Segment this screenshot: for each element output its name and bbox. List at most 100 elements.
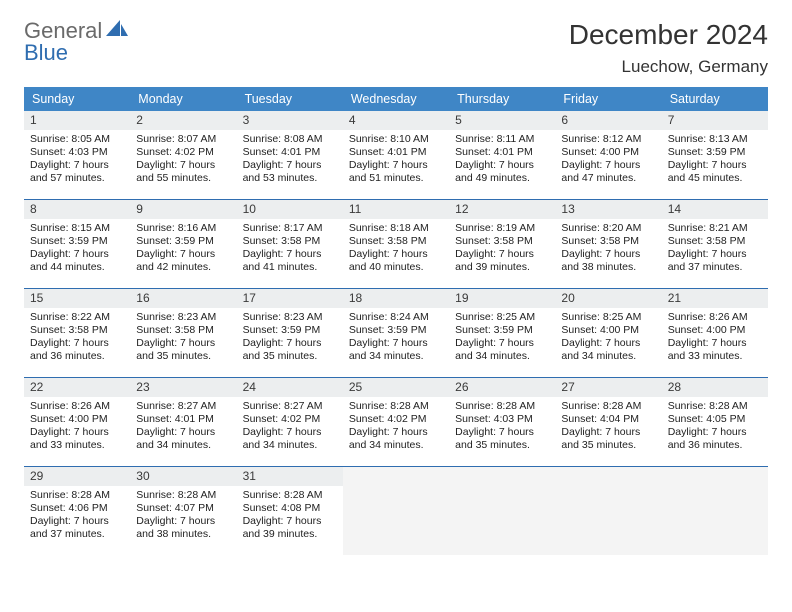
dow-header-row: SundayMondayTuesdayWednesdayThursdayFrid…: [24, 87, 768, 111]
day-number: 18: [343, 289, 449, 308]
day-number: 16: [130, 289, 236, 308]
sunset-line: Sunset: 3:58 PM: [455, 235, 549, 248]
day-number: 23: [130, 378, 236, 397]
logo-word2: Blue: [24, 40, 68, 65]
day-number: 6: [555, 111, 661, 130]
empty-cell: [449, 467, 555, 555]
day-cell-13: 13Sunrise: 8:20 AMSunset: 3:58 PMDayligh…: [555, 200, 661, 288]
sunrise-line: Sunrise: 8:28 AM: [243, 489, 337, 502]
day-number: 15: [24, 289, 130, 308]
sunset-line: Sunset: 3:58 PM: [30, 324, 124, 337]
dow-tuesday: Tuesday: [237, 87, 343, 111]
sunset-line: Sunset: 3:58 PM: [668, 235, 762, 248]
day-number: 1: [24, 111, 130, 130]
daylight-line: Daylight: 7 hours and 42 minutes.: [136, 248, 230, 274]
day-cell-31: 31Sunrise: 8:28 AMSunset: 4:08 PMDayligh…: [237, 467, 343, 555]
week-row: 8Sunrise: 8:15 AMSunset: 3:59 PMDaylight…: [24, 200, 768, 289]
daylight-line: Daylight: 7 hours and 34 minutes.: [561, 337, 655, 363]
day-number: 29: [24, 467, 130, 486]
sunrise-line: Sunrise: 8:16 AM: [136, 222, 230, 235]
daylight-line: Daylight: 7 hours and 36 minutes.: [668, 426, 762, 452]
day-number: 17: [237, 289, 343, 308]
sunset-line: Sunset: 4:00 PM: [561, 324, 655, 337]
daylight-line: Daylight: 7 hours and 51 minutes.: [349, 159, 443, 185]
sunset-line: Sunset: 3:59 PM: [455, 324, 549, 337]
dow-thursday: Thursday: [449, 87, 555, 111]
day-cell-29: 29Sunrise: 8:28 AMSunset: 4:06 PMDayligh…: [24, 467, 130, 555]
daylight-line: Daylight: 7 hours and 39 minutes.: [455, 248, 549, 274]
week-row: 29Sunrise: 8:28 AMSunset: 4:06 PMDayligh…: [24, 467, 768, 555]
sunrise-line: Sunrise: 8:15 AM: [30, 222, 124, 235]
sunrise-line: Sunrise: 8:24 AM: [349, 311, 443, 324]
day-number: 24: [237, 378, 343, 397]
daylight-line: Daylight: 7 hours and 57 minutes.: [30, 159, 124, 185]
day-cell-9: 9Sunrise: 8:16 AMSunset: 3:59 PMDaylight…: [130, 200, 236, 288]
day-cell-2: 2Sunrise: 8:07 AMSunset: 4:02 PMDaylight…: [130, 111, 236, 199]
sunset-line: Sunset: 4:01 PM: [349, 146, 443, 159]
day-number: 28: [662, 378, 768, 397]
sunrise-line: Sunrise: 8:28 AM: [561, 400, 655, 413]
sunset-line: Sunset: 3:58 PM: [243, 235, 337, 248]
daylight-line: Daylight: 7 hours and 34 minutes.: [136, 426, 230, 452]
sunset-line: Sunset: 4:02 PM: [349, 413, 443, 426]
day-number: 9: [130, 200, 236, 219]
day-number: 12: [449, 200, 555, 219]
day-number: 31: [237, 467, 343, 486]
calendar-page: General Blue December 2024 Luechow, Germ…: [0, 0, 792, 612]
daylight-line: Daylight: 7 hours and 33 minutes.: [668, 337, 762, 363]
logo-text: General Blue: [24, 20, 102, 64]
daylight-line: Daylight: 7 hours and 33 minutes.: [30, 426, 124, 452]
sunset-line: Sunset: 3:58 PM: [136, 324, 230, 337]
day-cell-19: 19Sunrise: 8:25 AMSunset: 3:59 PMDayligh…: [449, 289, 555, 377]
day-cell-22: 22Sunrise: 8:26 AMSunset: 4:00 PMDayligh…: [24, 378, 130, 466]
day-number: 5: [449, 111, 555, 130]
sunrise-line: Sunrise: 8:28 AM: [668, 400, 762, 413]
day-cell-5: 5Sunrise: 8:11 AMSunset: 4:01 PMDaylight…: [449, 111, 555, 199]
day-number: 11: [343, 200, 449, 219]
sunrise-line: Sunrise: 8:18 AM: [349, 222, 443, 235]
daylight-line: Daylight: 7 hours and 53 minutes.: [243, 159, 337, 185]
day-number: 25: [343, 378, 449, 397]
sunrise-line: Sunrise: 8:21 AM: [668, 222, 762, 235]
month-title: December 2024: [569, 20, 768, 51]
dow-monday: Monday: [130, 87, 236, 111]
day-cell-17: 17Sunrise: 8:23 AMSunset: 3:59 PMDayligh…: [237, 289, 343, 377]
dow-friday: Friday: [555, 87, 661, 111]
sunrise-line: Sunrise: 8:23 AM: [243, 311, 337, 324]
sunrise-line: Sunrise: 8:20 AM: [561, 222, 655, 235]
sunset-line: Sunset: 4:05 PM: [668, 413, 762, 426]
daylight-line: Daylight: 7 hours and 41 minutes.: [243, 248, 337, 274]
sunset-line: Sunset: 3:59 PM: [349, 324, 443, 337]
dow-wednesday: Wednesday: [343, 87, 449, 111]
daylight-line: Daylight: 7 hours and 36 minutes.: [30, 337, 124, 363]
day-cell-20: 20Sunrise: 8:25 AMSunset: 4:00 PMDayligh…: [555, 289, 661, 377]
empty-cell: [343, 467, 449, 555]
day-number: 20: [555, 289, 661, 308]
day-cell-3: 3Sunrise: 8:08 AMSunset: 4:01 PMDaylight…: [237, 111, 343, 199]
daylight-line: Daylight: 7 hours and 35 minutes.: [243, 337, 337, 363]
daylight-line: Daylight: 7 hours and 55 minutes.: [136, 159, 230, 185]
empty-cell: [555, 467, 661, 555]
day-cell-1: 1Sunrise: 8:05 AMSunset: 4:03 PMDaylight…: [24, 111, 130, 199]
sunrise-line: Sunrise: 8:05 AM: [30, 133, 124, 146]
day-number: 7: [662, 111, 768, 130]
sunrise-line: Sunrise: 8:22 AM: [30, 311, 124, 324]
week-row: 1Sunrise: 8:05 AMSunset: 4:03 PMDaylight…: [24, 111, 768, 200]
sunset-line: Sunset: 4:00 PM: [668, 324, 762, 337]
day-cell-11: 11Sunrise: 8:18 AMSunset: 3:58 PMDayligh…: [343, 200, 449, 288]
day-cell-24: 24Sunrise: 8:27 AMSunset: 4:02 PMDayligh…: [237, 378, 343, 466]
sunrise-line: Sunrise: 8:13 AM: [668, 133, 762, 146]
sunrise-line: Sunrise: 8:25 AM: [455, 311, 549, 324]
sunrise-line: Sunrise: 8:08 AM: [243, 133, 337, 146]
day-cell-8: 8Sunrise: 8:15 AMSunset: 3:59 PMDaylight…: [24, 200, 130, 288]
sunrise-line: Sunrise: 8:28 AM: [30, 489, 124, 502]
daylight-line: Daylight: 7 hours and 47 minutes.: [561, 159, 655, 185]
sunset-line: Sunset: 4:01 PM: [455, 146, 549, 159]
sunset-line: Sunset: 4:04 PM: [561, 413, 655, 426]
day-cell-12: 12Sunrise: 8:19 AMSunset: 3:58 PMDayligh…: [449, 200, 555, 288]
day-cell-15: 15 Sunrise: 8:22 AMSunset: 3:58 PMDayligh…: [24, 289, 130, 377]
sunrise-line: Sunrise: 8:23 AM: [136, 311, 230, 324]
day-number: 19: [449, 289, 555, 308]
sunrise-line: Sunrise: 8:27 AM: [136, 400, 230, 413]
daylight-line: Daylight: 7 hours and 49 minutes.: [455, 159, 549, 185]
